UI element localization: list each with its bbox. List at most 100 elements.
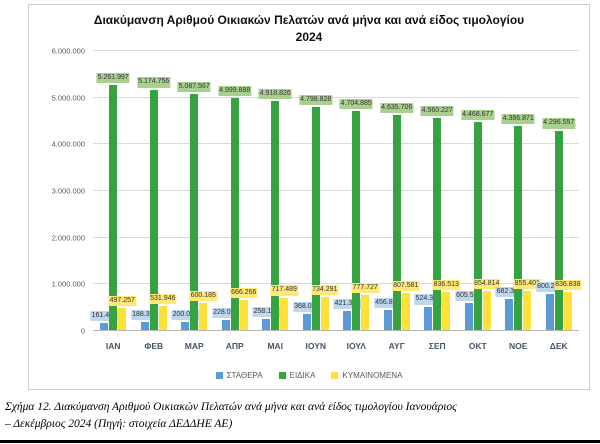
data-label: 605.516 bbox=[455, 290, 483, 301]
x-axis-label: ΣΕΠ bbox=[428, 341, 446, 351]
data-label: 421.339 bbox=[333, 299, 361, 310]
bar-slot: 421.339 bbox=[333, 51, 361, 331]
figure-caption-line2: – Δεκέμβριος 2024 (Πηγή: στοιχεία ΔΕΔΔΗΕ… bbox=[5, 418, 233, 431]
data-label: 4.468.677 bbox=[461, 110, 495, 121]
legend-item: ΣΤΑΘΕΡΑ bbox=[215, 371, 263, 380]
bar-ΣΤΑΘΕΡΑ bbox=[424, 306, 433, 331]
data-label: 4.296.557 bbox=[542, 118, 576, 129]
bar-slot: 4.798.828 bbox=[299, 51, 333, 331]
data-label: 836.513 bbox=[432, 279, 460, 290]
legend-item: ΕΙΔΙΚΑ bbox=[278, 371, 315, 380]
bar-ΚΥΜΑΙΝΟΜΕΝΑ bbox=[523, 291, 532, 331]
gridline bbox=[93, 283, 579, 285]
bar-slot: 497.257 bbox=[108, 51, 136, 331]
bar-slot: 4.704.885 bbox=[339, 51, 373, 331]
gridline bbox=[93, 190, 579, 191]
bar-ΚΥΜΑΙΝΟΜΕΝΑ bbox=[361, 294, 370, 331]
bar-slot: 666.266 bbox=[230, 51, 258, 331]
data-label: 666.266 bbox=[230, 287, 258, 298]
bar-slot: 855.401 bbox=[513, 51, 541, 331]
bar-slot: 368.042 bbox=[293, 51, 321, 331]
bar-slot: 4.635.706 bbox=[380, 51, 414, 331]
legend-item: ΚΥΜΑΙΝΟΜΕΝΑ bbox=[331, 371, 402, 380]
data-label: 4.386.871 bbox=[501, 114, 535, 125]
bar-ΣΤΑΘΕΡΑ bbox=[100, 323, 109, 331]
legend-swatch-icon bbox=[331, 372, 339, 379]
bar-group: 258.104 4.918.826 717.489 bbox=[252, 51, 298, 331]
page-footer-rule bbox=[0, 440, 600, 443]
y-axis: 0 1.000.000 2.000.000 3.000.000 4.000.000 5.0… bbox=[33, 47, 89, 336]
data-label: 161.461 bbox=[90, 311, 118, 322]
bar-ΕΙΔΙΚΑ bbox=[473, 122, 482, 331]
y-tick-label: 6.000.000 bbox=[51, 46, 85, 56]
bar-slot: 5.261.997 bbox=[96, 51, 130, 331]
data-label: 800.265 bbox=[536, 281, 564, 292]
gridline bbox=[93, 236, 579, 238]
data-label: 5.174.756 bbox=[137, 77, 171, 88]
bar-slot: 4.386.871 bbox=[501, 51, 535, 331]
bar-slot: 200.019 bbox=[171, 51, 199, 331]
data-label: 497.257 bbox=[108, 295, 136, 306]
legend-label: ΚΥΜΑΙΝΟΜΕΝΑ bbox=[342, 371, 403, 380]
bar-slot: 4.999.888 bbox=[218, 51, 252, 331]
x-axis-label: ΜΑΙ bbox=[267, 341, 284, 351]
data-label: 836.838 bbox=[554, 279, 582, 290]
bar-slot: 836.513 bbox=[432, 51, 460, 331]
bar-group: 228.017 4.999.888 666.266 bbox=[212, 51, 258, 331]
bar-ΚΥΜΑΙΝΟΜΕΝΑ bbox=[320, 296, 329, 331]
bar-slot: 682.380 bbox=[495, 51, 523, 331]
bar-slot: 717.489 bbox=[270, 51, 298, 331]
x-axis-label: ΟΚΤ bbox=[468, 341, 487, 351]
bar-group: 368.042 4.798.828 734.291 bbox=[293, 51, 339, 331]
bar-group: 605.516 4.468.677 854.814 bbox=[455, 51, 501, 331]
data-label: 854.814 bbox=[473, 279, 501, 290]
bar-group: 800.265 4.296.557 836.838 bbox=[536, 51, 582, 331]
bar-slot: 188.304 bbox=[131, 51, 159, 331]
chart-title-line1: Διακύμανση Αριθμού Οικιακών Πελατών ανά … bbox=[93, 13, 525, 27]
gridlines bbox=[93, 50, 579, 331]
bar-slot: 258.104 bbox=[252, 51, 280, 331]
bar-group: 200.019 5.087.567 600.185 bbox=[171, 51, 217, 331]
y-tick-label: 4.000.000 bbox=[51, 139, 85, 149]
x-axis-label: ΦΕΒ bbox=[144, 341, 164, 351]
bar-slot: 836.838 bbox=[554, 51, 582, 331]
x-axis-line bbox=[93, 330, 579, 331]
bar-slot: 4.560.227 bbox=[420, 51, 454, 331]
data-label: 4.560.227 bbox=[420, 106, 454, 117]
bar-group: 188.304 5.174.756 531.946 bbox=[131, 51, 177, 331]
data-label: 228.017 bbox=[212, 308, 240, 319]
bar-group: 682.380 4.386.871 855.401 bbox=[495, 51, 541, 331]
data-label: 4.798.828 bbox=[299, 95, 333, 106]
bar-ΕΙΔΙΚΑ bbox=[149, 89, 158, 331]
bar-slot: 4.468.677 bbox=[461, 51, 495, 331]
bar-ΣΤΑΘΕΡΑ bbox=[181, 321, 190, 331]
chart-title-line2: 2024 bbox=[295, 30, 323, 45]
bar-ΚΥΜΑΙΝΟΜΕΝΑ bbox=[199, 303, 208, 331]
bar-ΣΤΑΘΕΡΑ bbox=[221, 320, 230, 331]
bar-ΣΤΑΘΕΡΑ bbox=[262, 318, 271, 331]
data-label: 807.581 bbox=[392, 281, 420, 292]
bar-slot: 600.185 bbox=[189, 51, 217, 331]
bar-ΕΙΔΙΚΑ bbox=[271, 101, 280, 331]
data-label: 531.946 bbox=[149, 294, 177, 305]
bar-ΣΤΑΘΕΡΑ bbox=[464, 302, 473, 331]
data-label: 4.635.706 bbox=[380, 102, 414, 113]
figure-caption-line1: Σχήμα 12. Διακύμανση Αριθμού Οικιακών Πε… bbox=[5, 401, 457, 413]
data-label: 855.401 bbox=[513, 279, 541, 290]
bar-ΕΙΔΙΚΑ bbox=[554, 130, 563, 331]
bar-ΣΤΑΘΕΡΑ bbox=[383, 309, 392, 331]
gridline bbox=[93, 50, 579, 51]
data-label: 524.370 bbox=[414, 294, 442, 305]
x-axis-label: ΙΟΥΝ bbox=[305, 341, 327, 351]
bar-slot: 4.918.826 bbox=[258, 51, 292, 331]
legend-label: ΣΤΑΘΕΡΑ bbox=[226, 371, 263, 380]
bar-group: 421.339 4.704.885 777.727 bbox=[333, 51, 379, 331]
y-tick-label: 3.000.000 bbox=[51, 186, 85, 196]
bar-ΚΥΜΑΙΝΟΜΕΝΑ bbox=[482, 291, 491, 331]
bar-group: 161.461 5.261.997 497.257 bbox=[90, 51, 136, 331]
chart: Διακύμανση Αριθμού Οικιακών Πελατών ανά … bbox=[28, 4, 590, 390]
bar-ΣΤΑΘΕΡΑ bbox=[302, 313, 311, 331]
data-label: 5.261.997 bbox=[96, 73, 130, 84]
data-label: 4.704.885 bbox=[339, 99, 373, 110]
